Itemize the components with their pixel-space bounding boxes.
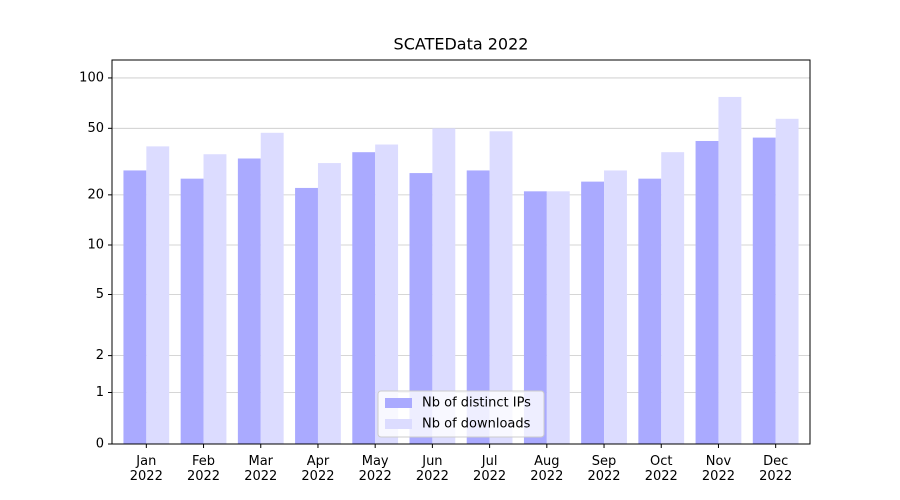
y-tick-label: 0 [96, 437, 104, 452]
bar [546, 191, 570, 444]
legend: Nb of distinct IPs Nb of downloads [377, 390, 545, 438]
bar [523, 191, 547, 444]
bar [352, 152, 376, 445]
bar [146, 146, 170, 444]
bar [432, 128, 456, 444]
y-tick-label: 50 [87, 121, 104, 136]
bar [752, 137, 776, 445]
bar [581, 181, 605, 444]
x-tick-label: Sep 2022 [587, 454, 620, 484]
x-tick-label: Mar 2022 [244, 454, 277, 484]
bar [775, 118, 799, 444]
x-tick-label: Feb 2022 [187, 454, 220, 484]
bar [718, 96, 742, 445]
y-tick-label: 2 [96, 348, 104, 363]
x-tick-label: Jan 2022 [130, 454, 163, 484]
bar [409, 173, 433, 444]
x-tick-label: Oct 2022 [645, 454, 678, 484]
bar [295, 187, 318, 444]
bar [237, 158, 261, 444]
bar [260, 132, 284, 444]
legend-label: Nb of distinct IPs [422, 396, 531, 411]
legend-label: Nb of downloads [422, 417, 531, 432]
y-tick-label: 10 [87, 238, 104, 253]
x-tick-label: Aug 2022 [530, 454, 563, 484]
legend-swatch [385, 398, 412, 408]
x-tick-label: Jul 2022 [473, 454, 506, 484]
x-tick-label: May 2022 [359, 454, 392, 484]
bar [123, 170, 147, 445]
y-tick-label: 5 [96, 287, 104, 302]
legend-swatch [385, 419, 412, 429]
x-tick-label: Dec 2022 [759, 454, 792, 484]
bar [375, 144, 399, 444]
y-tick-label: 20 [87, 187, 104, 202]
bar [489, 131, 513, 444]
x-tick-label: Nov 2022 [702, 454, 735, 484]
bar [695, 140, 719, 444]
y-tick-label: 1 [96, 385, 104, 400]
bar [317, 163, 341, 444]
y-tick-label: 100 [79, 70, 104, 85]
bar [661, 152, 685, 445]
legend-box [377, 390, 545, 438]
bar [203, 154, 227, 445]
bar [466, 170, 490, 445]
plot-frame [111, 59, 811, 445]
x-tick-label: Apr 2022 [301, 454, 334, 484]
x-tick-label: Jun 2022 [416, 454, 449, 484]
chart-title: SCATEData 2022 [394, 35, 529, 54]
bar [180, 178, 204, 445]
bar [604, 170, 627, 445]
bar [638, 178, 662, 445]
